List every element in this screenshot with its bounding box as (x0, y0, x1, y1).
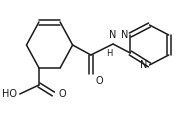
Text: N: N (109, 30, 117, 40)
Text: N: N (140, 60, 148, 70)
Text: O: O (58, 89, 66, 99)
Text: HO: HO (2, 89, 17, 99)
Text: H: H (106, 49, 112, 58)
Text: N: N (121, 30, 128, 40)
Text: O: O (96, 76, 103, 86)
